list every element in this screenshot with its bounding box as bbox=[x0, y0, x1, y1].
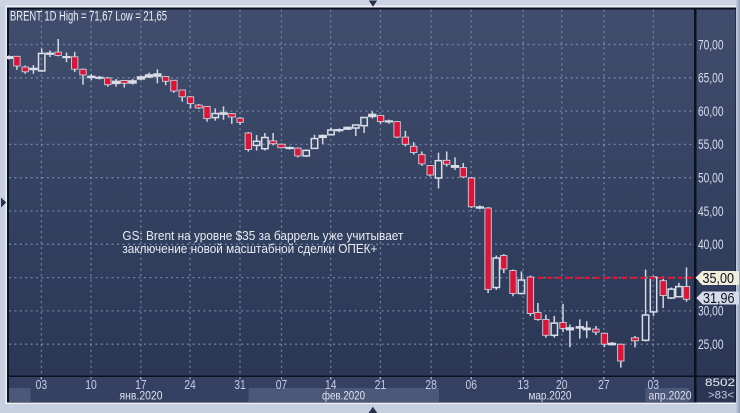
svg-text:31,96: 31,96 bbox=[703, 291, 735, 307]
svg-text:25,00: 25,00 bbox=[698, 337, 724, 352]
svg-text:60,00: 60,00 bbox=[698, 104, 724, 119]
svg-text:65,00: 65,00 bbox=[698, 71, 724, 86]
svg-text:55,00: 55,00 bbox=[698, 137, 724, 152]
svg-text:20: 20 bbox=[556, 378, 568, 392]
svg-text:BRENT 1D High = 71,67 Low = 21: BRENT 1D High = 71,67 Low = 21,65 bbox=[10, 9, 167, 24]
svg-text:50,00: 50,00 bbox=[698, 171, 724, 186]
svg-text:13: 13 bbox=[517, 378, 529, 392]
svg-text:07: 07 bbox=[276, 378, 288, 392]
svg-text:янв.2020: янв.2020 bbox=[120, 389, 163, 403]
svg-text:14: 14 bbox=[325, 378, 337, 392]
svg-text:40,00: 40,00 bbox=[698, 237, 724, 252]
svg-text:10: 10 bbox=[85, 378, 97, 392]
svg-text:06: 06 bbox=[465, 378, 477, 392]
svg-text:мар.2020: мар.2020 bbox=[529, 389, 572, 403]
svg-text:30,00: 30,00 bbox=[698, 304, 724, 319]
svg-text:03: 03 bbox=[36, 378, 48, 392]
svg-text:8502: 8502 bbox=[705, 377, 735, 389]
svg-text:апр.2020: апр.2020 bbox=[649, 389, 692, 403]
svg-text:03: 03 bbox=[648, 378, 660, 392]
svg-text:27: 27 bbox=[598, 378, 610, 392]
svg-text:24: 24 bbox=[184, 378, 196, 392]
svg-text:70,00: 70,00 bbox=[698, 37, 724, 52]
svg-text:31: 31 bbox=[234, 378, 246, 392]
svg-text:фев.2020: фев.2020 bbox=[322, 389, 365, 403]
svg-text:35,00: 35,00 bbox=[703, 271, 735, 287]
svg-text:>83<: >83< bbox=[708, 389, 734, 401]
svg-text:21: 21 bbox=[375, 378, 387, 392]
svg-text:17: 17 bbox=[135, 378, 147, 392]
svg-text:заключение новой масштабной сд: заключение новой масштабной сделки ОПЕК+ bbox=[122, 242, 377, 256]
svg-text:45,00: 45,00 bbox=[698, 204, 724, 219]
svg-text:28: 28 bbox=[425, 378, 437, 392]
svg-text:GS: Brent на уровне $35 за бар: GS: Brent на уровне $35 за баррель уже у… bbox=[122, 229, 403, 243]
